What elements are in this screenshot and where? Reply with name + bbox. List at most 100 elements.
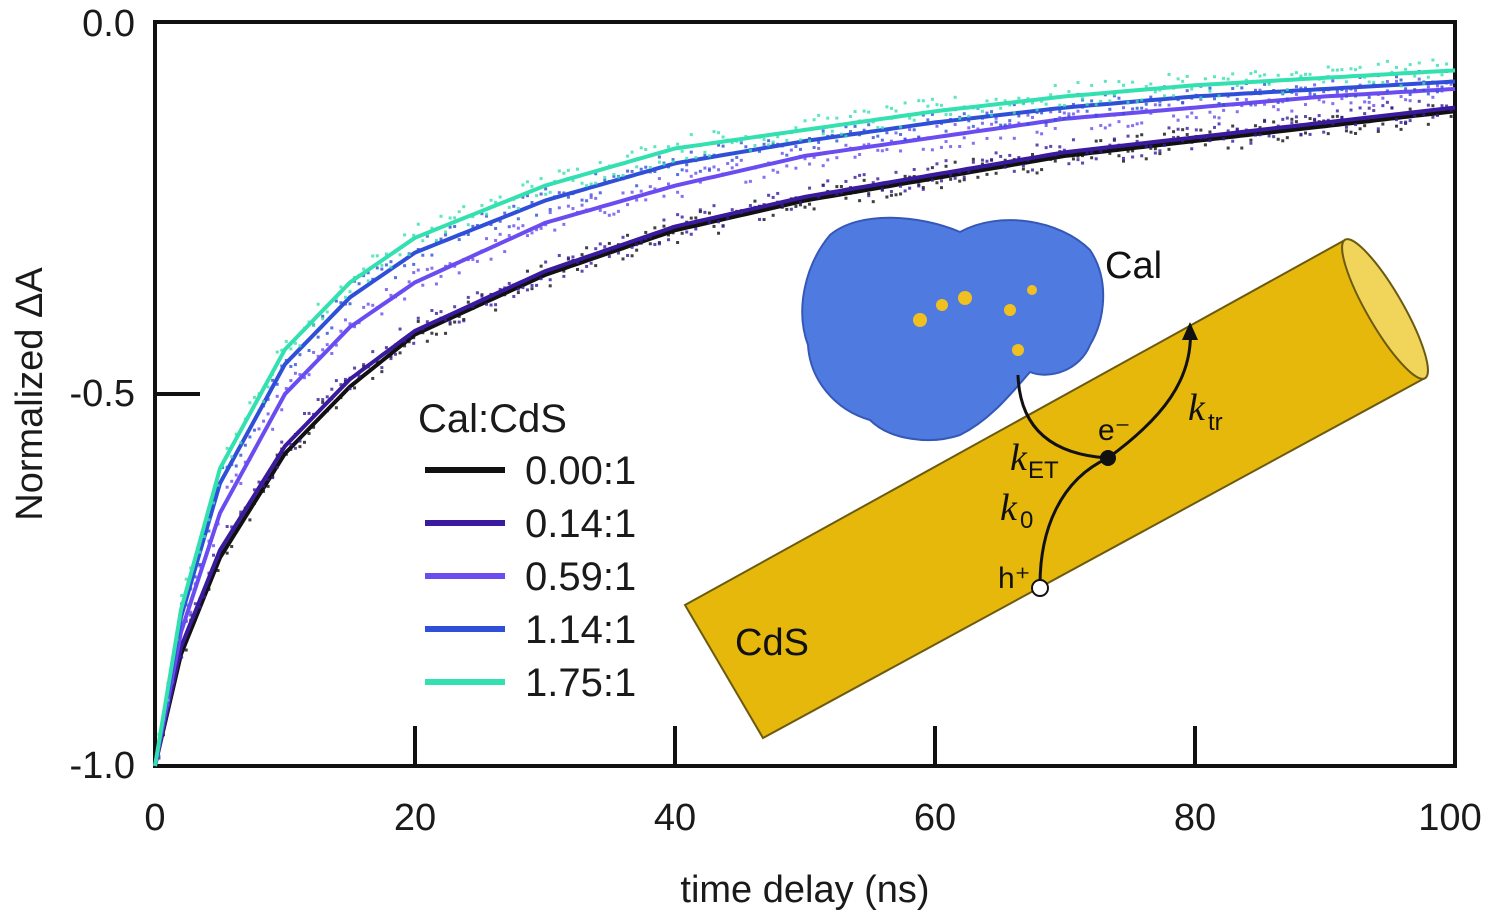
data-point: [1426, 122, 1430, 126]
data-point: [985, 159, 989, 163]
data-point: [439, 310, 443, 314]
data-point: [1049, 93, 1053, 97]
data-point: [626, 203, 630, 207]
data-point: [343, 377, 347, 381]
data-point: [603, 176, 607, 180]
data-point: [812, 207, 816, 211]
k-tr-subscript: tr: [1208, 409, 1223, 436]
data-point: [621, 257, 625, 261]
data-point: [330, 387, 334, 391]
data-point: [962, 178, 966, 182]
data-point: [425, 339, 429, 343]
data-point: [298, 445, 302, 449]
data-point: [1117, 96, 1121, 100]
data-point: [835, 192, 839, 196]
data-point: [1272, 105, 1276, 109]
data-point: [685, 169, 689, 173]
data-point: [1176, 118, 1180, 122]
data-point: [1408, 119, 1412, 123]
data-point: [603, 211, 607, 215]
data-point: [544, 192, 548, 196]
data-point: [662, 224, 666, 228]
data-point: [1235, 97, 1239, 101]
data-point: [667, 233, 670, 237]
data-point: [516, 226, 520, 230]
data-point: [889, 190, 893, 194]
data-point: [466, 295, 470, 299]
data-point: [994, 97, 998, 101]
data-point: [544, 187, 548, 191]
data-point: [899, 125, 903, 129]
data-point: [1331, 79, 1335, 83]
data-point: [612, 172, 616, 176]
data-point: [407, 340, 411, 344]
data-point: [412, 341, 416, 345]
data-point: [667, 182, 670, 186]
data-point: [1358, 127, 1362, 131]
data-point: [626, 169, 630, 173]
data-point: [1404, 120, 1408, 124]
data-point: [1372, 80, 1376, 84]
data-point: [189, 610, 193, 614]
data-point: [980, 121, 984, 125]
data-point: [899, 192, 903, 196]
data-point: [202, 534, 206, 538]
data-point: [1222, 137, 1226, 141]
data-point: [457, 320, 461, 324]
data-point: [990, 113, 994, 117]
data-point: [1167, 103, 1171, 107]
data-point: [1081, 161, 1085, 165]
data-point: [789, 207, 793, 211]
data-point: [1172, 130, 1176, 134]
data-point: [853, 110, 857, 114]
data-point: [808, 186, 812, 190]
data-point: [980, 158, 984, 162]
data-point: [971, 124, 975, 128]
data-point: [1162, 132, 1166, 136]
data-point: [999, 106, 1003, 110]
data-point: [257, 427, 261, 431]
data-point: [303, 376, 306, 380]
data-point: [498, 287, 502, 291]
data-point: [703, 150, 707, 154]
data-point: [489, 257, 493, 261]
data-point: [180, 593, 184, 597]
data-point: [903, 174, 907, 178]
data-point: [917, 184, 921, 188]
data-point: [630, 254, 634, 258]
data-point: [280, 440, 284, 444]
data-point: [1103, 126, 1107, 130]
data-point: [990, 110, 994, 114]
data-point: [698, 180, 702, 184]
data-point: [585, 246, 589, 250]
data-point: [880, 187, 884, 191]
data-point: [1249, 71, 1253, 75]
data-point: [1226, 146, 1230, 150]
data-point: [794, 204, 798, 208]
data-point: [712, 204, 716, 208]
data-point: [1176, 127, 1180, 131]
data-point: [1317, 114, 1321, 118]
data-point: [903, 101, 907, 105]
data-point: [794, 126, 798, 130]
fit-line: [153, 87, 1456, 767]
data-point: [1358, 65, 1362, 69]
data-point: [343, 318, 347, 322]
data-point: [1290, 73, 1294, 77]
data-point: [1435, 90, 1439, 94]
data-point: [1035, 108, 1039, 112]
data-point: [1344, 129, 1348, 133]
legend-items: 0.00:1 0.14:1 0.59:1 1.14:1 1.75:1: [425, 449, 636, 705]
data-point: [635, 165, 639, 169]
data-point: [1181, 128, 1185, 132]
data-point: [1258, 133, 1262, 137]
data-point: [1094, 103, 1098, 107]
data-point: [603, 178, 607, 182]
data-point: [858, 153, 862, 157]
data-point: [1199, 128, 1203, 132]
data-point: [321, 348, 325, 352]
data-point: [1285, 97, 1289, 101]
data-point: [566, 204, 570, 208]
data-point: [389, 293, 393, 297]
data-point: [353, 325, 357, 329]
